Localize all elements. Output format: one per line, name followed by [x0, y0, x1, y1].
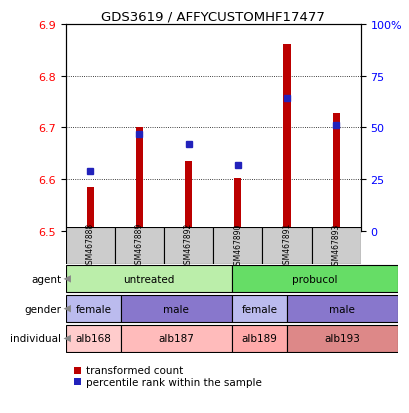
Bar — [121, 325, 231, 352]
Text: transformed count: transformed count — [86, 366, 183, 375]
Bar — [283, 45, 290, 231]
Text: agent: agent — [31, 274, 61, 284]
Bar — [115, 227, 164, 264]
Text: GSM467892: GSM467892 — [184, 223, 193, 269]
Bar — [311, 227, 360, 264]
Bar — [65, 325, 121, 352]
Bar — [213, 227, 262, 264]
Bar — [86, 188, 94, 231]
Text: GSM467890: GSM467890 — [233, 223, 242, 269]
Text: individual: individual — [11, 334, 61, 344]
Bar — [286, 325, 397, 352]
Text: alb193: alb193 — [324, 334, 360, 344]
Bar — [65, 227, 115, 264]
Text: GSM467889: GSM467889 — [135, 223, 144, 269]
Bar — [164, 227, 213, 264]
Text: GSM467893: GSM467893 — [331, 223, 340, 269]
Text: probucol: probucol — [291, 274, 337, 284]
Bar — [332, 114, 339, 231]
Bar — [262, 227, 311, 264]
Bar — [65, 266, 231, 292]
Bar — [234, 178, 241, 231]
Text: alb189: alb189 — [241, 334, 276, 344]
Text: male: male — [163, 304, 189, 314]
Title: GDS3619 / AFFYCUSTOMHF17477: GDS3619 / AFFYCUSTOMHF17477 — [101, 11, 324, 24]
Bar — [65, 296, 121, 322]
Text: alb187: alb187 — [158, 334, 194, 344]
Text: female: female — [75, 304, 111, 314]
Bar — [286, 296, 397, 322]
Bar — [231, 266, 397, 292]
Text: female: female — [241, 304, 276, 314]
Bar — [184, 161, 192, 231]
Text: male: male — [328, 304, 355, 314]
Text: untreated: untreated — [123, 274, 174, 284]
Bar — [135, 128, 143, 231]
Text: percentile rank within the sample: percentile rank within the sample — [86, 377, 261, 387]
Text: gender: gender — [25, 304, 61, 314]
Text: GSM467891: GSM467891 — [282, 223, 291, 269]
Text: alb168: alb168 — [75, 334, 111, 344]
Text: GSM467888: GSM467888 — [85, 223, 94, 269]
Bar — [231, 325, 286, 352]
Bar — [231, 296, 286, 322]
Bar — [121, 296, 231, 322]
